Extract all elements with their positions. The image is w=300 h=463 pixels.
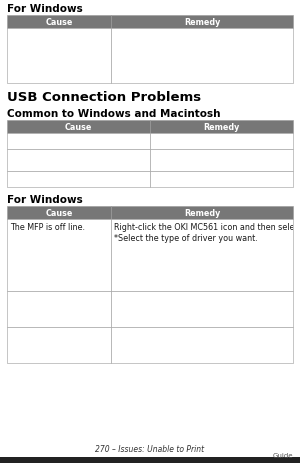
- Bar: [150, 121, 293, 134]
- Text: For Windows: For Windows: [7, 194, 83, 205]
- Bar: [111, 219, 293, 291]
- Bar: [7, 206, 111, 219]
- Text: Right-click the OKI MC561 icon and then select [See what’s printing] (> [OKI MC5: Right-click the OKI MC561 icon and then …: [114, 223, 300, 243]
- Bar: [111, 29, 293, 84]
- Text: Directly connect the MFP to
the computer.: Directly connect the MFP to the computer…: [153, 153, 264, 173]
- Bar: [150, 134, 293, 150]
- Text: Directly connect the MFP to the computer.: Directly connect the MFP to the computer…: [114, 294, 284, 303]
- Bar: [7, 219, 111, 291]
- Text: Guide: Guide: [272, 452, 293, 458]
- Bar: [7, 172, 150, 188]
- Bar: [7, 291, 111, 327]
- Bar: [111, 16, 293, 29]
- Bar: [111, 291, 293, 327]
- Text: Cause: Cause: [65, 123, 92, 131]
- Text: Remedy: Remedy: [184, 18, 220, 27]
- Bar: [0, 457, 300, 463]
- Text: Common to Windows and Macintosh: Common to Windows and Macintosh: [7, 109, 220, 119]
- Text: Remedy: Remedy: [203, 123, 240, 131]
- Bar: [7, 121, 150, 134]
- Bar: [111, 206, 293, 219]
- Text: Unsupported USB cable is being used.: Unsupported USB cable is being used.: [10, 137, 164, 146]
- Bar: [7, 150, 150, 172]
- Bar: [7, 16, 111, 29]
- Text: USB Connection Problems: USB Connection Problems: [7, 91, 201, 104]
- Text: Reinstall printer driver.: Reinstall printer driver.: [153, 175, 245, 184]
- Text: Cause: Cause: [46, 208, 73, 218]
- Text: An USB hub is being used.: An USB hub is being used.: [10, 153, 116, 162]
- Text: Remedy: Remedy: [184, 208, 220, 218]
- Bar: [7, 327, 111, 363]
- Bar: [150, 172, 293, 188]
- Bar: [7, 29, 111, 84]
- Text: Use a USB2.0 cable.: Use a USB2.0 cable.: [153, 137, 234, 146]
- Text: • Check that the same IP address is set for the MFP and the MFP’s port setting o: • Check that the same IP address is set …: [114, 32, 300, 52]
- Bar: [150, 150, 293, 172]
- Text: The MFP is off line.: The MFP is off line.: [10, 223, 85, 232]
- Text: A switch, buffer,
extension cable or USB
hub is being used.: A switch, buffer, extension cable or USB…: [10, 294, 103, 326]
- Text: For Windows: For Windows: [7, 4, 83, 14]
- Bar: [7, 134, 150, 150]
- Text: Cause: Cause: [46, 18, 73, 27]
- Text: Printer driver is not installed correctly.: Printer driver is not installed correctl…: [10, 175, 164, 184]
- Text: IP address is incorrect.: IP address is incorrect.: [10, 32, 101, 41]
- Bar: [111, 327, 293, 363]
- Text: Remove the other printer driver from the computer.: Remove the other printer driver from the…: [114, 330, 300, 339]
- Text: 270 – Issues: Unable to Print: 270 – Issues: Unable to Print: [95, 444, 205, 454]
- Text: A printer driver which
uses a USB connection is
installed.: A printer driver which uses a USB connec…: [10, 330, 111, 362]
